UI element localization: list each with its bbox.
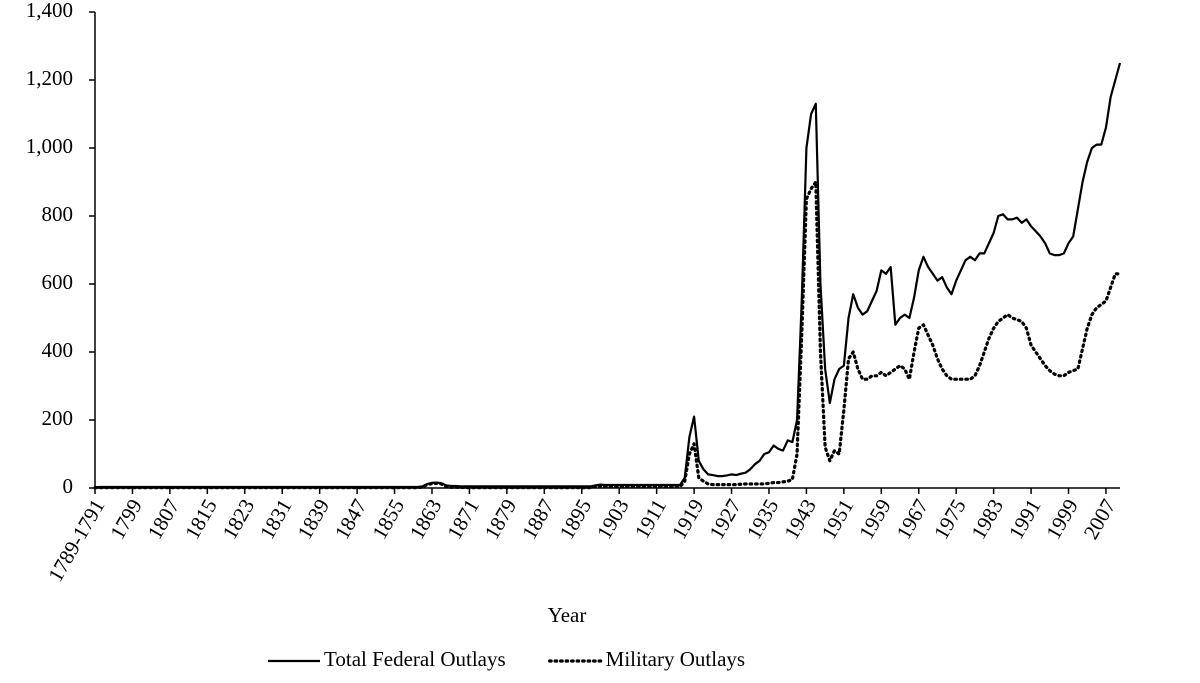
y-tick-label: 1,200	[26, 66, 73, 90]
x-axis-label: Year	[548, 603, 587, 627]
x-tick-label: 1799	[105, 495, 147, 543]
y-tick-label: 400	[42, 338, 74, 362]
legend-label: Total Federal Outlays	[324, 647, 506, 671]
x-tick-label: 1895	[554, 495, 596, 543]
y-tick-label: 800	[42, 202, 74, 226]
x-tick-label: 1839	[292, 495, 334, 543]
y-tick-label: 200	[42, 406, 74, 430]
x-tick-label: 1871	[442, 495, 484, 543]
x-tick-label: 1831	[255, 495, 297, 543]
x-tick-label: 1879	[480, 495, 522, 543]
x-tick-label: 1951	[817, 495, 859, 543]
y-tick-label: 1,000	[26, 134, 73, 158]
y-tick-label: 600	[42, 270, 74, 294]
line-series	[94, 62, 1122, 489]
x-tick-label: 1807	[143, 495, 185, 543]
x-tick-label: 1887	[517, 495, 559, 543]
x-tick-label: 1855	[367, 495, 409, 543]
y-tick-label: 0	[63, 474, 74, 498]
x-tick-label: 1975	[929, 495, 971, 543]
x-tick-label: 1789-1791	[43, 495, 109, 586]
x-tick-label: 1991	[1004, 495, 1046, 543]
x-tick-label: 1943	[779, 495, 821, 543]
x-tick-label: 1823	[217, 495, 259, 543]
x-tick-label: 1927	[704, 495, 746, 543]
y-tick-label: 1,400	[26, 0, 73, 22]
x-tick-label: 1935	[742, 495, 784, 543]
x-tick-label: 1959	[854, 495, 896, 543]
x-tick-label: 1815	[180, 495, 222, 543]
x-tick-label: 1903	[592, 495, 634, 543]
x-tick-label: 1967	[891, 495, 933, 543]
x-tick-label: 1983	[966, 495, 1008, 543]
x-tick-label: 1847	[330, 495, 372, 543]
legend-label: Military Outlays	[606, 647, 745, 671]
x-tick-label: 2007	[1079, 495, 1121, 543]
x-tick-label: 1911	[630, 495, 671, 543]
x-tick-label: 1999	[1041, 495, 1083, 543]
x-tick-label: 1863	[405, 495, 447, 543]
line-series	[93, 180, 1122, 490]
x-tick-label: 1919	[667, 495, 709, 543]
